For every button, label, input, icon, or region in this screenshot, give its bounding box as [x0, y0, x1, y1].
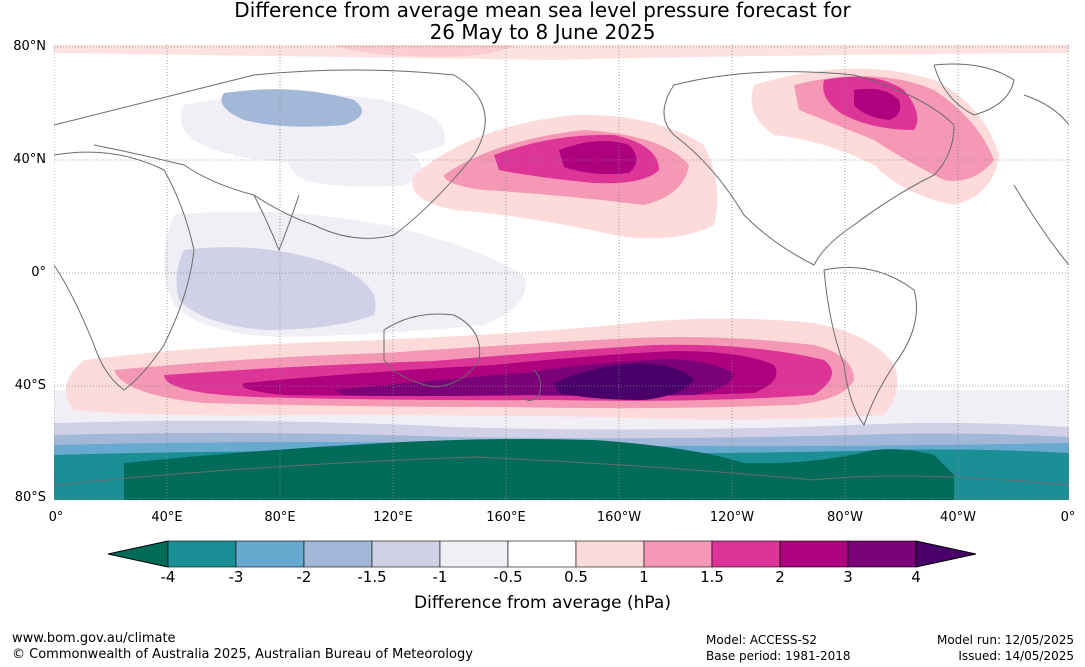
lat-label-80s: 80°S [14, 490, 46, 505]
colorbar-tick-label: -2 [296, 568, 312, 586]
coastlines [54, 63, 1069, 486]
colorbar-tick-label: -4 [160, 568, 176, 586]
colorbar-swatch [507, 540, 577, 568]
colorbar-swatch [235, 540, 305, 568]
colorbar-swatch [575, 540, 645, 568]
coast-south-america [823, 267, 917, 427]
lon-label-80w: 80°W [827, 510, 863, 525]
colorbar-swatch [711, 540, 781, 568]
tropics-light-blue [176, 247, 376, 330]
coast-africa [54, 151, 195, 391]
lon-label-40e: 40°E [151, 510, 183, 525]
colorbar-swatch [371, 540, 441, 568]
colorbar-tick-label: -1.5 [357, 568, 387, 586]
coast-eurasia [54, 69, 486, 239]
colorbar-extend-high [915, 540, 977, 568]
colorbar-swatch [643, 540, 713, 568]
antarctica-anomaly [124, 439, 954, 500]
north-asia-lavender [288, 143, 422, 187]
footer-copyright: © Commonwealth of Australia 2025, Austra… [12, 647, 473, 662]
lon-label-0-left: 0° [48, 510, 64, 525]
footer-model-run: Model run: 12/05/2025 [936, 633, 1074, 647]
colorbar-swatch [303, 540, 373, 568]
lon-label-120w: 120°W [709, 510, 755, 525]
coast-north-america [663, 71, 955, 266]
colorbar-swatch [439, 540, 509, 568]
coast-greenland [933, 63, 1015, 116]
coast-africa-east [1013, 184, 1069, 266]
lat-label-80n: 80°N [13, 39, 46, 54]
lon-label-160w: 160°W [596, 510, 642, 525]
graticule [54, 45, 1069, 500]
map-title-line1: Difference from average mean sea level p… [234, 0, 851, 22]
colorbar-swatch [779, 540, 849, 568]
coast-india [253, 194, 300, 252]
colorbar-tick-label: 0.5 [564, 568, 588, 586]
lon-label-0-right: 0° [1060, 510, 1076, 525]
lat-label-40n: 40°N [13, 152, 46, 167]
coast-australia [383, 313, 481, 388]
colorbar-tick-label: 1.5 [700, 568, 724, 586]
lon-label-120e: 120°E [373, 510, 413, 525]
colorbar-tick-label: 1 [639, 568, 649, 586]
footer-website: www.bom.gov.au/climate [12, 631, 176, 646]
colorbar-title: Difference from average (hPa) [414, 593, 671, 613]
coast-antarctica [54, 456, 1069, 486]
colorbar-tick-label: -0.5 [493, 568, 523, 586]
lon-label-40w: 40°W [940, 510, 976, 525]
lat-label-0: 0° [31, 265, 46, 280]
colorbar-tick-label: -3 [228, 568, 244, 586]
colorbar-tick-label: -1 [432, 568, 448, 586]
north-eurasia-blue [221, 89, 362, 127]
npac-dark-magenta [559, 141, 637, 175]
map-title-line2: 26 May to 8 June 2025 [429, 20, 656, 44]
natl-dark-magenta [854, 88, 901, 120]
colorbar-extend-low [107, 540, 169, 568]
colorbar-tick-label: 3 [843, 568, 853, 586]
coast-europe-east [1023, 94, 1069, 126]
footer-base-period: Base period: 1981-2018 [706, 649, 851, 663]
pressure-anomaly-map [54, 45, 1069, 500]
coast-new-zealand [523, 369, 542, 401]
footer-model: Model: ACCESS-S2 [706, 633, 818, 647]
footer-issued: Issued: 14/05/2025 [958, 649, 1074, 663]
lat-label-40s: 40°S [14, 378, 46, 393]
lon-label-160e: 160°E [486, 510, 526, 525]
colorbar-tick-label: 2 [775, 568, 785, 586]
arctic-pale-strip [54, 45, 1069, 60]
belt-southern-core [554, 363, 694, 400]
lon-label-80e: 80°E [264, 510, 296, 525]
colorbar-swatch [847, 540, 917, 568]
colorbar-tick-label: 4 [911, 568, 921, 586]
colorbar-swatch [167, 540, 237, 568]
